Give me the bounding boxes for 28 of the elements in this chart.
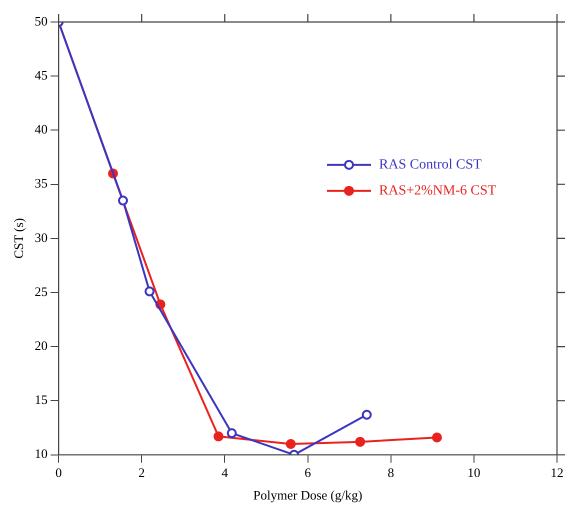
point xyxy=(214,431,224,442)
x-tick-label: 2 xyxy=(138,465,145,480)
y-tick-label: 10 xyxy=(34,446,48,462)
point xyxy=(362,410,372,420)
point xyxy=(118,196,128,206)
y-tick-label: 25 xyxy=(34,284,48,299)
y-tick-label: 50 xyxy=(34,13,48,28)
point xyxy=(226,428,237,438)
x-axis-title: Polymer Dose (g/kg) xyxy=(253,488,362,503)
y-tick-label: 20 xyxy=(34,338,48,354)
x-tick-label: 8 xyxy=(388,465,394,480)
point xyxy=(355,436,366,447)
x-tick-label: 6 xyxy=(304,465,312,480)
point xyxy=(144,286,155,296)
legend-label: RAS+2%NM-6 CST xyxy=(379,183,497,198)
x-tick-label: 12 xyxy=(550,465,564,480)
y-axis-title: CST (s) xyxy=(11,218,26,259)
y-tick-label: 45 xyxy=(34,68,48,83)
point xyxy=(432,432,442,442)
y-tick-label: 15 xyxy=(34,392,48,408)
point xyxy=(286,438,296,449)
y-tick-label: 40 xyxy=(34,122,48,137)
y-tick-label: 35 xyxy=(34,176,48,191)
legend-label: RAS Control CST xyxy=(379,157,482,172)
y-tick-label: 30 xyxy=(34,230,48,245)
x-tick-label: 4 xyxy=(221,465,228,480)
x-tick-label: 0 xyxy=(55,465,62,480)
x-tick-label: 10 xyxy=(467,465,480,480)
